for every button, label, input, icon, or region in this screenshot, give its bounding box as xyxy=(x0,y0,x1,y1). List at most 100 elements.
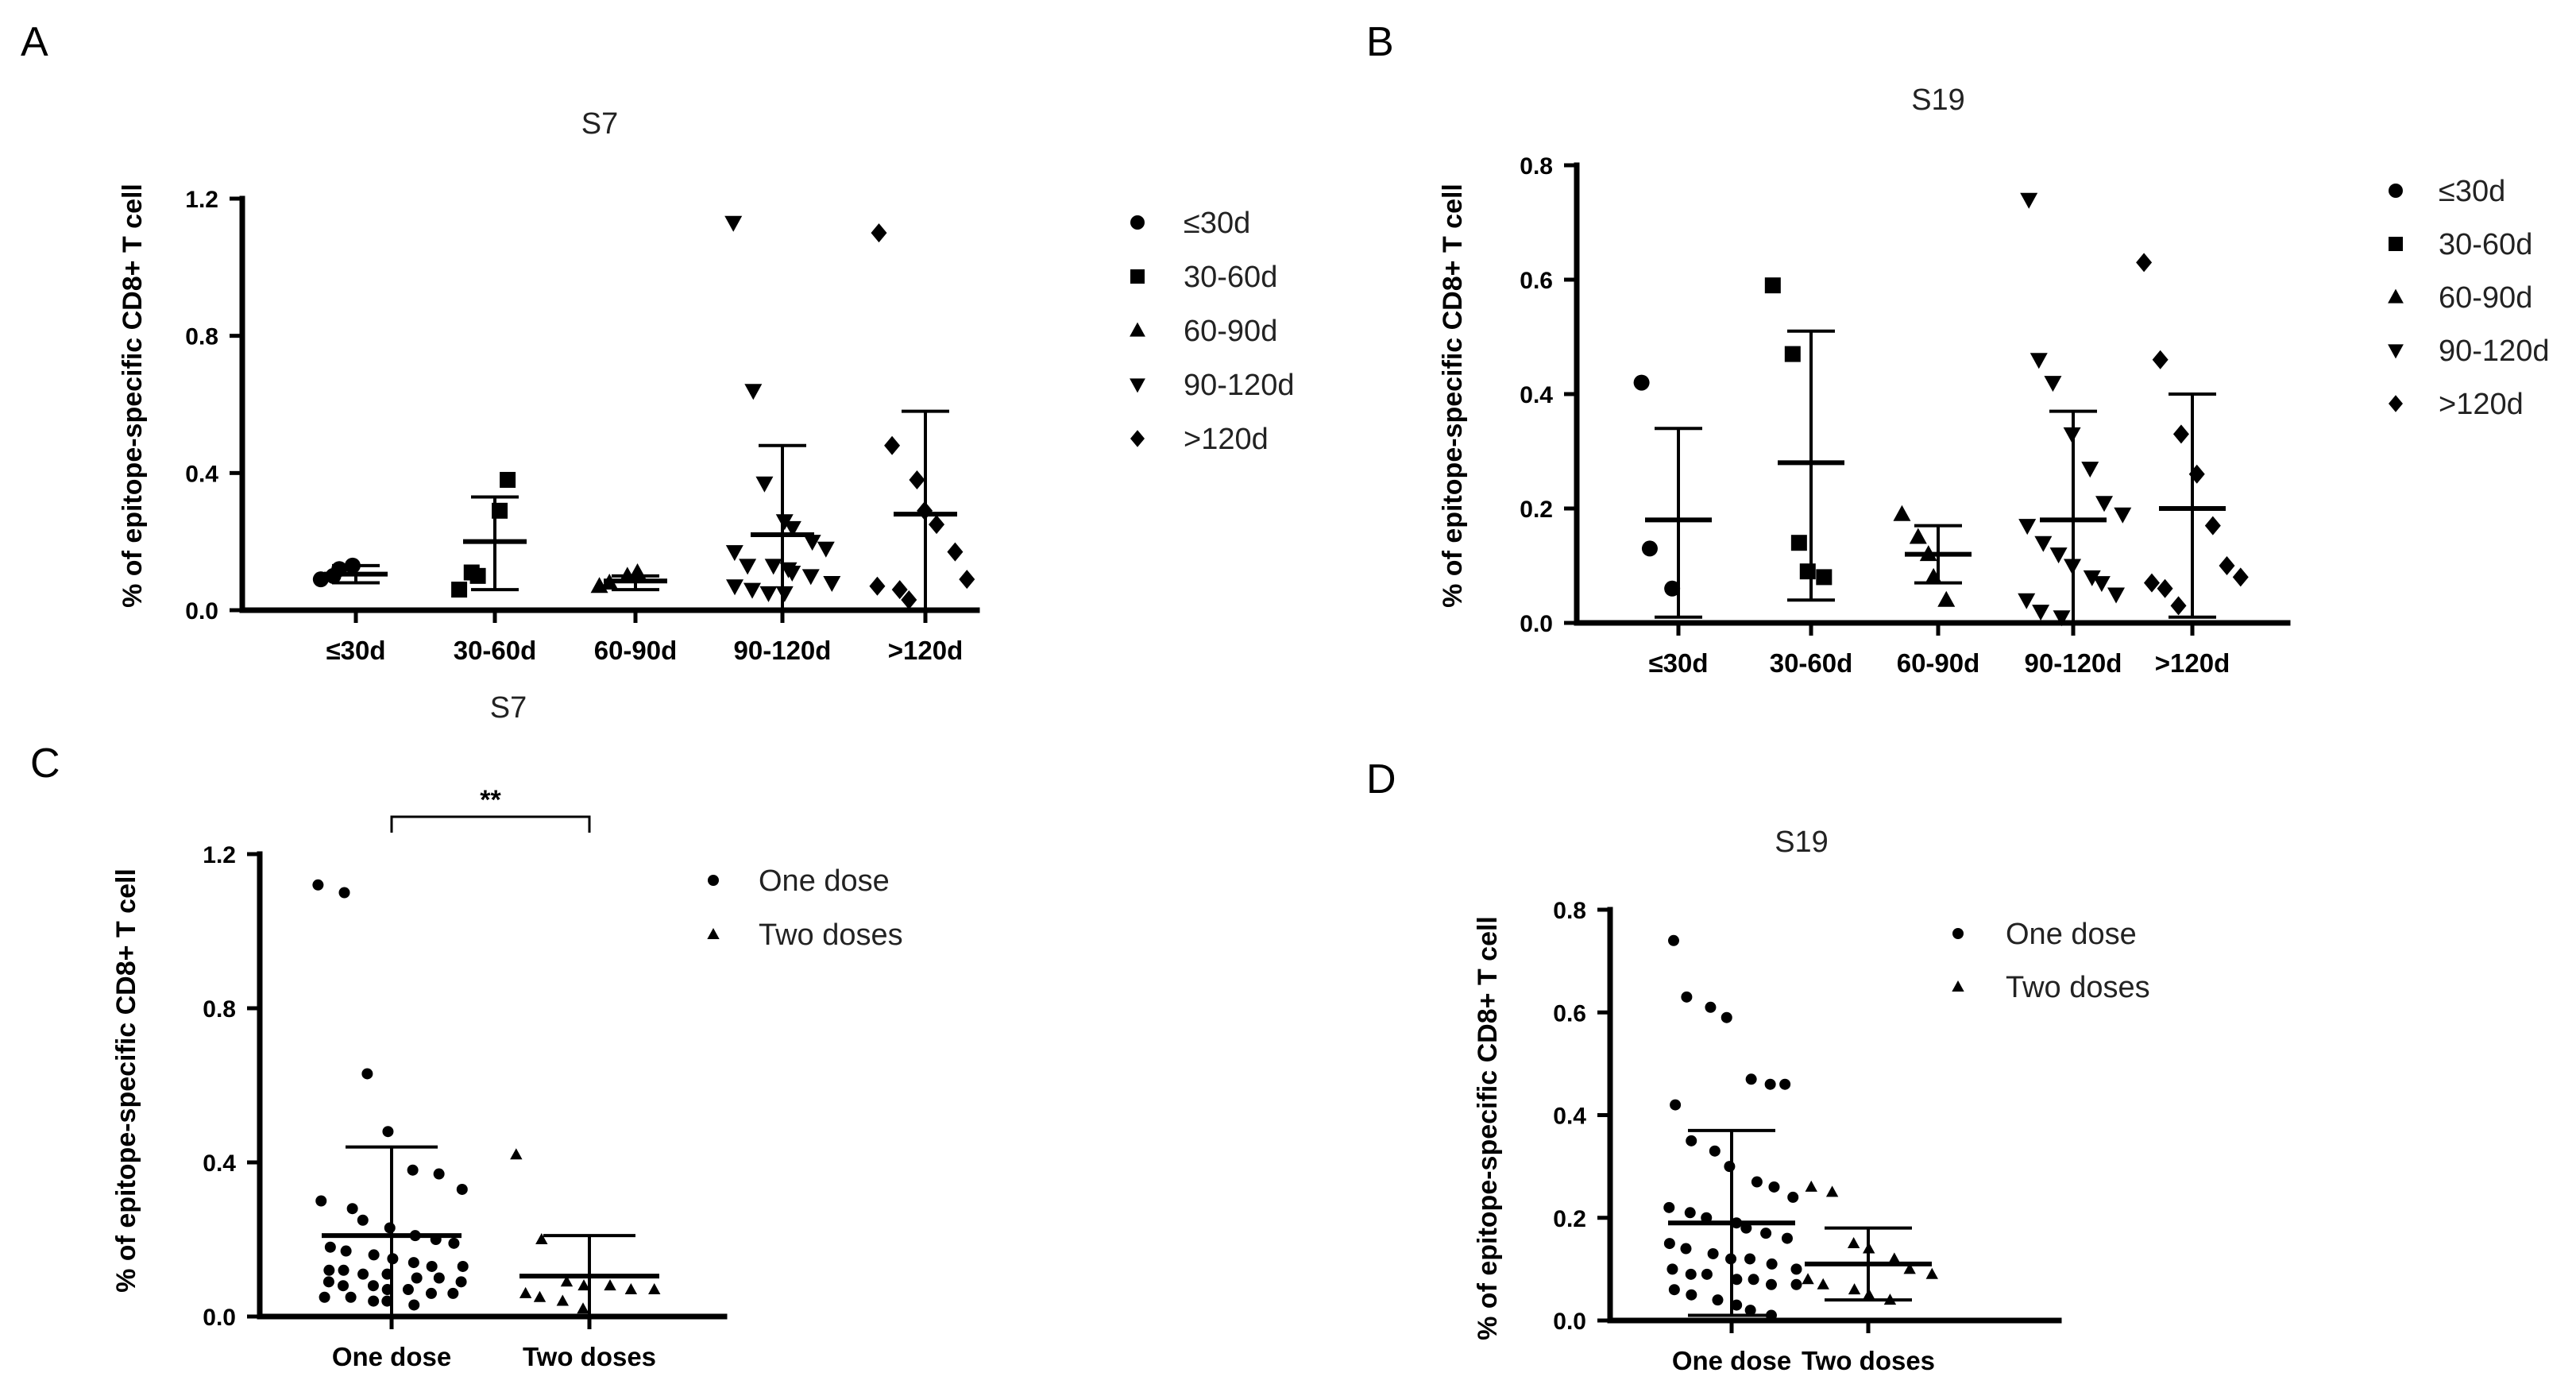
data-point xyxy=(1725,1253,1737,1265)
data-point xyxy=(1909,528,1927,544)
x-tick-label: 60-90d xyxy=(1897,648,1980,678)
data-point xyxy=(1787,1191,1799,1203)
data-point xyxy=(764,559,782,575)
chart-panel-c: S7 % of epitope-specific CD8+ T cell 0.0… xyxy=(111,691,903,1371)
data-point xyxy=(1721,1011,1732,1023)
data-point xyxy=(1802,1273,1814,1285)
data-point xyxy=(1680,1243,1692,1255)
data-point xyxy=(426,1260,438,1272)
data-point xyxy=(1744,1305,1756,1317)
data-point xyxy=(1731,1299,1743,1311)
data-point xyxy=(2063,427,2081,443)
axes xyxy=(239,195,980,613)
data-point xyxy=(759,586,778,602)
data-point xyxy=(2170,596,2187,616)
data-point xyxy=(2053,610,2071,627)
y-tick-label: 0.8 xyxy=(203,996,236,1023)
data-point xyxy=(1663,1201,1675,1213)
series-2 xyxy=(1764,277,1844,602)
data-point xyxy=(1686,1135,1697,1146)
data-point xyxy=(744,384,763,400)
data-point xyxy=(1919,545,1937,562)
legend-item: 90-120d xyxy=(1130,369,1294,402)
legend-marker xyxy=(1130,269,1145,284)
data-point xyxy=(447,1287,459,1299)
data-point xyxy=(2232,567,2249,587)
data-point xyxy=(312,571,329,588)
data-point xyxy=(1707,1247,1719,1259)
data-point xyxy=(1883,1293,1897,1305)
panel-letter-b: B xyxy=(1366,19,1394,65)
data-point xyxy=(1666,1263,1678,1275)
data-point xyxy=(901,590,917,610)
data-point xyxy=(1790,1263,1802,1275)
legend-marker xyxy=(2389,184,2403,198)
data-point xyxy=(601,573,619,590)
data-point xyxy=(1760,1228,1772,1239)
legend-marker xyxy=(1130,215,1145,230)
data-point xyxy=(929,515,945,535)
data-point xyxy=(407,1164,419,1176)
data-point xyxy=(1765,1278,1777,1290)
y-tick-label: 0.4 xyxy=(185,461,218,487)
data-point xyxy=(322,1276,334,1288)
data-point xyxy=(387,1253,399,1265)
data-point xyxy=(381,1295,393,1307)
y-tick-label: 1.2 xyxy=(203,842,236,868)
legend-label: One dose xyxy=(759,864,890,898)
data-point xyxy=(2081,462,2099,478)
data-point xyxy=(1684,1207,1696,1219)
x-tick-label: 60-90d xyxy=(594,636,678,665)
data-point xyxy=(1816,569,1833,586)
y-tick-label: 0.2 xyxy=(1520,497,1553,523)
legend-label: Two doses xyxy=(2006,971,2150,1004)
data-point xyxy=(1751,1176,1763,1188)
data-point xyxy=(884,435,901,455)
data-point xyxy=(331,561,348,578)
data-point xyxy=(2157,578,2173,598)
axes xyxy=(1574,162,2291,626)
y-tick-label: 0.6 xyxy=(1553,1000,1586,1027)
panel-letter-c: C xyxy=(30,740,60,787)
y-tick-label: 0.0 xyxy=(1520,611,1553,637)
legend-item: One dose xyxy=(1952,918,2137,951)
data-point xyxy=(2114,507,2132,524)
legend-marker xyxy=(1952,980,1964,992)
data-point xyxy=(2020,192,2038,209)
x-tick-label: 30-60d xyxy=(454,636,537,665)
significance-label: ** xyxy=(480,785,501,815)
data-point xyxy=(338,1264,350,1276)
data-point xyxy=(2032,605,2050,621)
data-point xyxy=(2188,464,2205,484)
data-point xyxy=(2107,587,2126,604)
legend-item: >120d xyxy=(1130,423,1269,456)
data-point xyxy=(1768,1181,1780,1193)
data-point xyxy=(2095,496,2114,512)
data-point xyxy=(433,1168,445,1180)
data-point xyxy=(1712,1294,1724,1306)
axes xyxy=(1607,907,2062,1324)
data-point xyxy=(1701,1268,1713,1280)
data-point xyxy=(346,1203,358,1215)
data-point xyxy=(315,1195,327,1207)
legend-item: ≤30d xyxy=(1130,207,1250,240)
data-point xyxy=(455,1276,467,1288)
legend-marker xyxy=(1952,928,1964,939)
series-5 xyxy=(869,223,975,612)
data-point xyxy=(357,1214,369,1226)
data-point xyxy=(1685,1268,1697,1280)
data-point xyxy=(533,1290,546,1302)
series-1 xyxy=(1663,934,1802,1321)
data-point xyxy=(1633,374,1650,391)
data-point xyxy=(1766,1258,1778,1270)
chart-title: S19 xyxy=(1911,83,1965,117)
data-point xyxy=(1790,535,1807,551)
y-tick-label: 0.8 xyxy=(1520,153,1553,180)
data-point xyxy=(2092,576,2111,593)
data-point xyxy=(319,1291,330,1303)
x-tick-label: 30-60d xyxy=(1770,648,1853,678)
data-point xyxy=(1825,1185,1839,1197)
data-point xyxy=(381,1268,393,1280)
data-point xyxy=(1764,277,1781,294)
data-point xyxy=(425,1287,437,1299)
